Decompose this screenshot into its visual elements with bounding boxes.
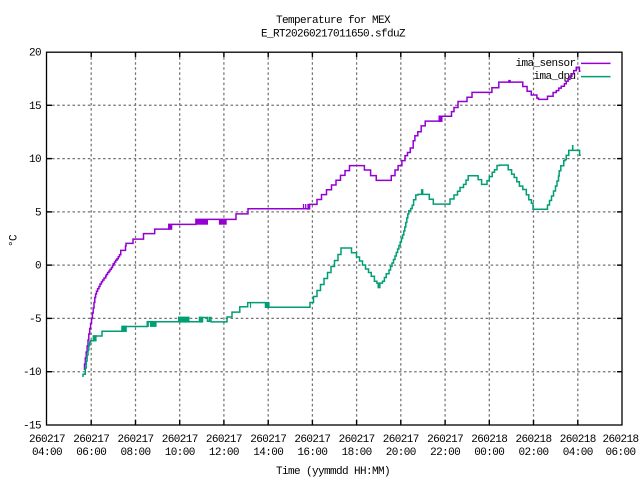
svg-text:260217: 260217 [294, 434, 330, 446]
svg-text:-15: -15 [23, 421, 41, 433]
svg-text:18:00: 18:00 [342, 447, 372, 459]
svg-text:260217: 260217 [339, 434, 375, 446]
svg-text:06:00: 06:00 [605, 447, 635, 459]
svg-text:20: 20 [29, 48, 41, 60]
svg-text:ima_dpu: ima_dpu [533, 71, 575, 83]
svg-text:260218: 260218 [602, 434, 638, 446]
svg-text:260218: 260218 [560, 434, 596, 446]
svg-text:10:00: 10:00 [165, 447, 195, 459]
svg-text:14:00: 14:00 [253, 447, 283, 459]
svg-text:-10: -10 [23, 367, 41, 379]
svg-text:260217: 260217 [162, 434, 198, 446]
svg-text:06:00: 06:00 [76, 447, 106, 459]
svg-text:08:00: 08:00 [120, 447, 150, 459]
svg-text:Time (yymmdd HH:MM): Time (yymmdd HH:MM) [276, 466, 390, 478]
svg-text:260217: 260217 [117, 434, 153, 446]
svg-text:0: 0 [35, 261, 41, 273]
svg-text:16:00: 16:00 [297, 447, 327, 459]
svg-text:260218: 260218 [515, 434, 551, 446]
svg-text:E_RT20260217011650.sfduZ: E_RT20260217011650.sfduZ [261, 29, 406, 41]
svg-text:02:00: 02:00 [518, 447, 548, 459]
svg-text:260217: 260217 [427, 434, 463, 446]
svg-text:ima_sensor: ima_sensor [515, 58, 575, 70]
svg-text:04:00: 04:00 [32, 447, 62, 459]
svg-text:00:00: 00:00 [474, 447, 504, 459]
svg-text:04:00: 04:00 [563, 447, 593, 459]
svg-text:15: 15 [29, 101, 41, 113]
svg-text:5: 5 [35, 207, 41, 219]
svg-text:22:00: 22:00 [430, 447, 460, 459]
svg-text:260218: 260218 [471, 434, 507, 446]
svg-text:260217: 260217 [383, 434, 419, 446]
svg-text:Temperature for MEX: Temperature for MEX [276, 15, 391, 27]
svg-text:°C: °C [9, 234, 21, 247]
svg-text:10: 10 [29, 154, 41, 166]
svg-text:260217: 260217 [250, 434, 286, 446]
svg-text:260217: 260217 [29, 434, 65, 446]
svg-text:12:00: 12:00 [209, 447, 239, 459]
svg-text:260217: 260217 [73, 434, 109, 446]
svg-text:-5: -5 [29, 314, 41, 326]
svg-text:20:00: 20:00 [386, 447, 416, 459]
svg-text:260217: 260217 [206, 434, 242, 446]
